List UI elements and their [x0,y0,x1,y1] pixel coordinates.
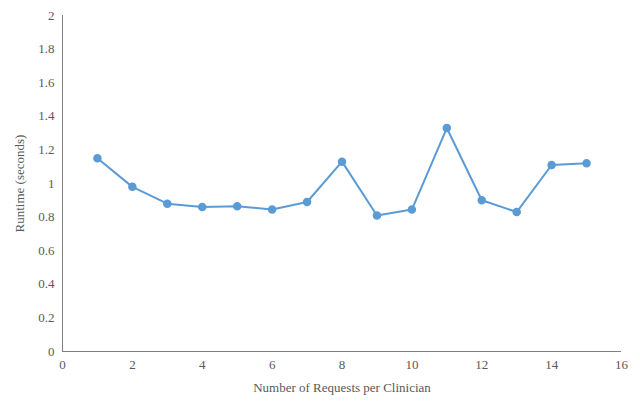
svg-text:Number of Requests per Clinici: Number of Requests per Clinician [253,380,431,395]
svg-text:0: 0 [59,357,66,372]
svg-text:0.8: 0.8 [38,209,54,224]
svg-text:1.8: 1.8 [38,41,54,56]
svg-text:Runtime (seconds): Runtime (seconds) [12,135,27,233]
svg-text:0.6: 0.6 [38,243,55,258]
svg-text:1: 1 [48,176,55,191]
svg-text:1.6: 1.6 [38,75,55,90]
svg-text:0: 0 [48,344,55,359]
svg-text:14: 14 [545,357,559,372]
svg-text:12: 12 [475,357,488,372]
svg-text:1.2: 1.2 [38,142,54,157]
svg-text:2: 2 [129,357,136,372]
svg-text:1.4: 1.4 [38,108,55,123]
svg-text:16: 16 [615,357,629,372]
svg-text:10: 10 [405,357,418,372]
svg-text:0.4: 0.4 [38,276,55,291]
svg-text:8: 8 [339,357,346,372]
svg-text:0.2: 0.2 [38,310,54,325]
svg-text:4: 4 [199,357,206,372]
svg-text:2: 2 [48,8,55,23]
svg-text:6: 6 [269,357,276,372]
